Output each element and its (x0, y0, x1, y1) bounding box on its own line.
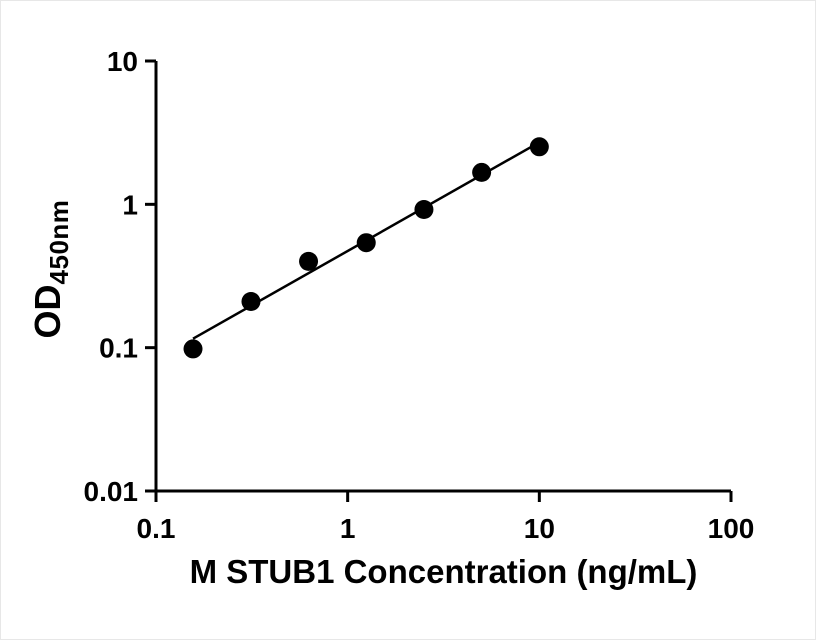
y-axis-label-subscript: 450nm (44, 199, 74, 285)
data-point (529, 137, 549, 157)
x-tick-label: 100 (708, 513, 755, 544)
y-tick-label: 0.1 (99, 333, 138, 364)
data-point (183, 339, 203, 359)
y-axis-label: OD450nm (27, 169, 74, 369)
y-axis-label-main: OD (27, 284, 68, 339)
x-tick-label: 10 (524, 513, 555, 544)
data-point (414, 200, 434, 220)
y-tick-label: 10 (107, 46, 138, 77)
data-point (472, 162, 492, 182)
data-point (356, 233, 376, 253)
data-point (241, 291, 261, 311)
x-axis-label: M STUB1 Concentration (ng/mL) (189, 553, 698, 590)
y-tick-label: 0.01 (84, 476, 139, 507)
data-point (299, 251, 319, 271)
x-tick-label: 1 (340, 513, 356, 544)
y-tick-label: 1 (122, 189, 138, 220)
x-tick-label: 0.1 (137, 513, 176, 544)
